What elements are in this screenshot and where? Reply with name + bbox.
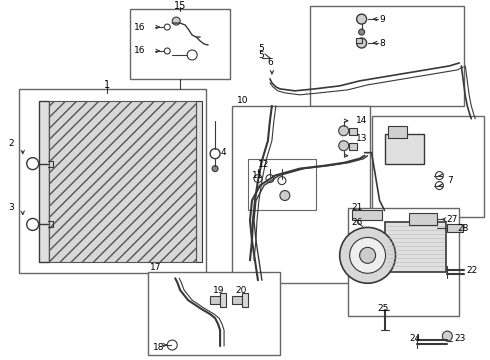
Text: 23: 23 [454, 334, 466, 343]
Bar [242, 293, 248, 307]
Text: 5: 5 [258, 45, 264, 54]
Circle shape [26, 158, 39, 170]
Bar [196, 101, 202, 262]
Bar [39, 101, 49, 262]
Text: 8: 8 [380, 39, 385, 48]
Bar [248, 159, 316, 211]
Circle shape [257, 190, 263, 195]
Circle shape [442, 331, 452, 341]
Circle shape [340, 228, 395, 283]
Text: 16: 16 [134, 23, 146, 32]
Bar [220, 293, 226, 307]
Bar [352, 211, 382, 220]
Text: 10: 10 [237, 96, 248, 105]
Bar [49, 101, 196, 262]
Circle shape [210, 149, 220, 159]
Circle shape [339, 126, 349, 136]
Text: 7: 7 [447, 176, 453, 185]
Text: 28: 28 [457, 224, 469, 233]
Text: 5: 5 [258, 51, 264, 60]
Text: 17: 17 [150, 263, 162, 272]
Text: 21: 21 [352, 203, 363, 212]
Text: 1: 1 [104, 80, 111, 90]
Bar [348, 208, 459, 316]
Text: 11: 11 [252, 171, 264, 180]
Circle shape [212, 166, 218, 172]
Circle shape [26, 219, 39, 230]
Text: 9: 9 [380, 15, 385, 24]
Circle shape [187, 50, 197, 60]
Text: 4: 4 [220, 148, 226, 157]
Text: 15: 15 [174, 1, 186, 11]
Circle shape [357, 38, 367, 48]
Text: 16: 16 [134, 46, 146, 55]
Bar [349, 143, 357, 150]
Text: 20: 20 [235, 286, 246, 295]
Text: 2: 2 [9, 139, 14, 148]
Circle shape [436, 181, 443, 190]
Text: 19: 19 [213, 286, 224, 295]
Text: 14: 14 [356, 116, 367, 125]
Circle shape [252, 197, 260, 204]
Bar [349, 128, 357, 135]
Circle shape [350, 237, 386, 273]
Bar [310, 6, 465, 106]
Bar [130, 9, 230, 79]
Bar [232, 106, 369, 283]
Bar [371, 116, 484, 217]
Text: 13: 13 [356, 134, 367, 143]
Circle shape [339, 141, 349, 151]
Text: 18: 18 [153, 343, 165, 352]
Circle shape [164, 48, 170, 54]
Text: 27: 27 [446, 215, 458, 224]
Text: 12: 12 [258, 160, 270, 169]
Text: 6: 6 [267, 58, 272, 67]
Text: 26: 26 [352, 218, 363, 227]
Text: 25: 25 [378, 304, 389, 313]
Circle shape [360, 247, 375, 263]
Text: 24: 24 [410, 334, 421, 343]
Circle shape [436, 172, 443, 180]
Circle shape [172, 17, 180, 25]
Bar [19, 89, 206, 273]
Circle shape [266, 175, 274, 183]
Circle shape [164, 24, 170, 30]
Bar [210, 296, 220, 304]
Bar [388, 126, 408, 138]
Bar [232, 296, 242, 304]
Bar [385, 222, 446, 272]
Bar [447, 224, 464, 233]
Bar [356, 38, 362, 43]
Circle shape [167, 340, 177, 350]
Circle shape [254, 175, 262, 183]
Circle shape [278, 177, 286, 185]
Bar [410, 213, 438, 225]
Circle shape [357, 14, 367, 24]
Text: 3: 3 [9, 203, 15, 212]
Bar [148, 272, 280, 355]
Circle shape [359, 29, 365, 35]
Circle shape [280, 190, 290, 201]
Bar [385, 134, 424, 164]
Text: 22: 22 [466, 266, 478, 275]
